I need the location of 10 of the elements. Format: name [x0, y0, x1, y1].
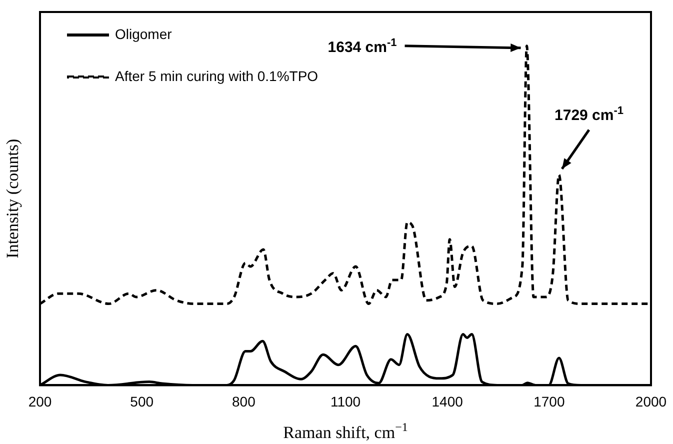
legend-label: Oligomer — [115, 26, 172, 42]
x-tick-label: 1400 — [432, 393, 464, 410]
x-tick-label: 1100 — [330, 393, 361, 410]
legend-label: After 5 min curing with 0.1%TPO — [115, 68, 318, 84]
y-axis-title: Intensity (counts) — [3, 138, 22, 258]
x-tick-label: 500 — [130, 393, 154, 410]
x-tick-label: 2000 — [635, 393, 667, 410]
x-tick-label: 200 — [28, 393, 52, 410]
x-tick-label: 1700 — [534, 393, 565, 410]
x-tick-label: 800 — [232, 393, 256, 410]
